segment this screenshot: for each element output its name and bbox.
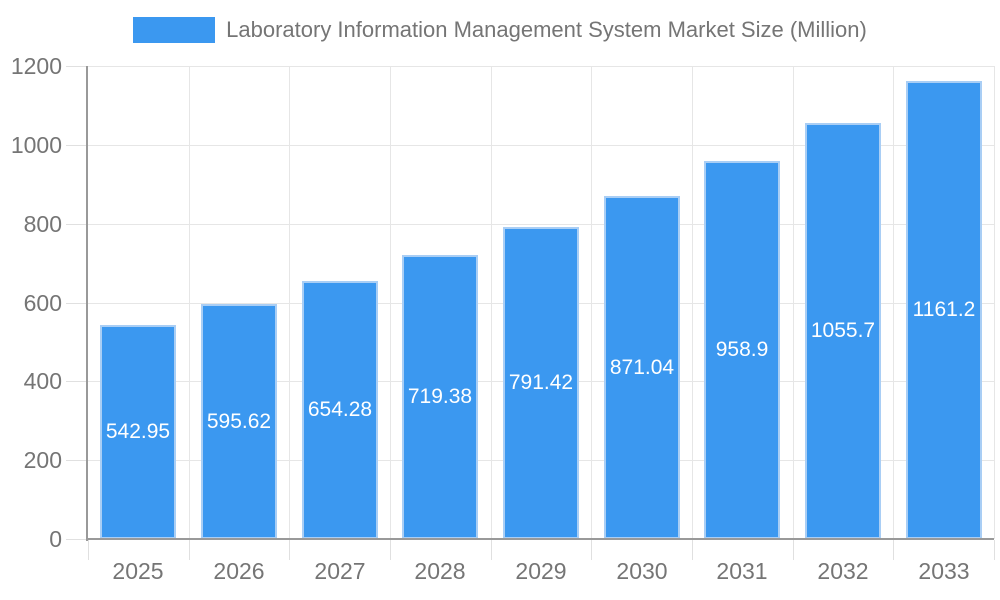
x-axis-tick: [390, 540, 391, 560]
bar-value-label: 871.04: [609, 356, 675, 379]
x-axis-tick: [88, 540, 89, 560]
x-axis-tick: [793, 540, 794, 560]
x-gridline: [390, 66, 391, 539]
chart-legend[interactable]: Laboratory Information Management System…: [0, 16, 1000, 44]
bar-value-label: 595.62: [206, 410, 272, 433]
x-axis-label: 2026: [213, 558, 265, 584]
bar-value-label: 719.38: [407, 385, 473, 408]
x-gridline: [893, 66, 894, 539]
y-axis-label: 1200: [10, 53, 62, 79]
x-axis-label: 2030: [616, 558, 668, 584]
x-gridline: [692, 66, 693, 539]
y-axis-tick: [66, 460, 88, 461]
y-axis-label: 600: [23, 290, 62, 316]
x-gridline: [591, 66, 592, 539]
bar[interactable]: [704, 161, 780, 539]
x-axis-label: 2028: [414, 558, 466, 584]
x-axis-tick: [189, 540, 190, 560]
x-axis-tick: [692, 540, 693, 560]
y-axis-tick: [66, 381, 88, 382]
x-axis-tick: [591, 540, 592, 560]
y-gridline: [88, 66, 994, 67]
y-axis-tick: [66, 303, 88, 304]
x-axis-tick: [994, 540, 995, 560]
x-axis-label: 2025: [112, 558, 164, 584]
y-gridline: [88, 145, 994, 146]
x-axis-tick: [491, 540, 492, 560]
bar[interactable]: [201, 304, 277, 539]
y-axis-tick: [66, 539, 88, 540]
x-axis-tick: [893, 540, 894, 560]
y-axis-tick: [66, 145, 88, 146]
x-axis-tick: [289, 540, 290, 560]
x-gridline: [994, 66, 995, 539]
y-gridline: [88, 224, 994, 225]
bar-value-label: 542.95: [105, 420, 171, 443]
legend-label: Laboratory Information Management System…: [226, 17, 867, 42]
bar-value-label: 958.9: [715, 338, 769, 361]
y-axis-label: 0: [49, 526, 62, 552]
y-axis-line: [86, 66, 88, 541]
bar[interactable]: [805, 123, 881, 539]
x-axis-label: 2032: [817, 558, 869, 584]
bar-value-label: 791.42: [508, 371, 574, 394]
x-axis-label: 2029: [515, 558, 567, 584]
x-gridline: [491, 66, 492, 539]
x-gridline: [289, 66, 290, 539]
y-axis-tick: [66, 224, 88, 225]
bar[interactable]: [100, 325, 176, 539]
bar-value-label: 654.28: [307, 398, 373, 421]
bar-value-label: 1055.7: [810, 319, 876, 342]
y-axis-label: 800: [23, 211, 62, 237]
x-gridline: [189, 66, 190, 539]
legend-swatch-icon: [133, 17, 216, 43]
x-axis-label: 2027: [314, 558, 366, 584]
x-axis-line: [86, 538, 994, 540]
y-axis-label: 400: [23, 368, 62, 394]
bar[interactable]: [604, 196, 680, 539]
x-gridline: [793, 66, 794, 539]
y-axis-tick: [66, 66, 88, 67]
bar-value-label: 1161.2: [912, 298, 976, 321]
y-axis-label: 200: [23, 447, 62, 473]
y-axis-label: 1000: [10, 132, 62, 158]
x-axis-label: 2033: [918, 558, 970, 584]
x-axis-label: 2031: [716, 558, 768, 584]
bar[interactable]: [906, 81, 982, 539]
